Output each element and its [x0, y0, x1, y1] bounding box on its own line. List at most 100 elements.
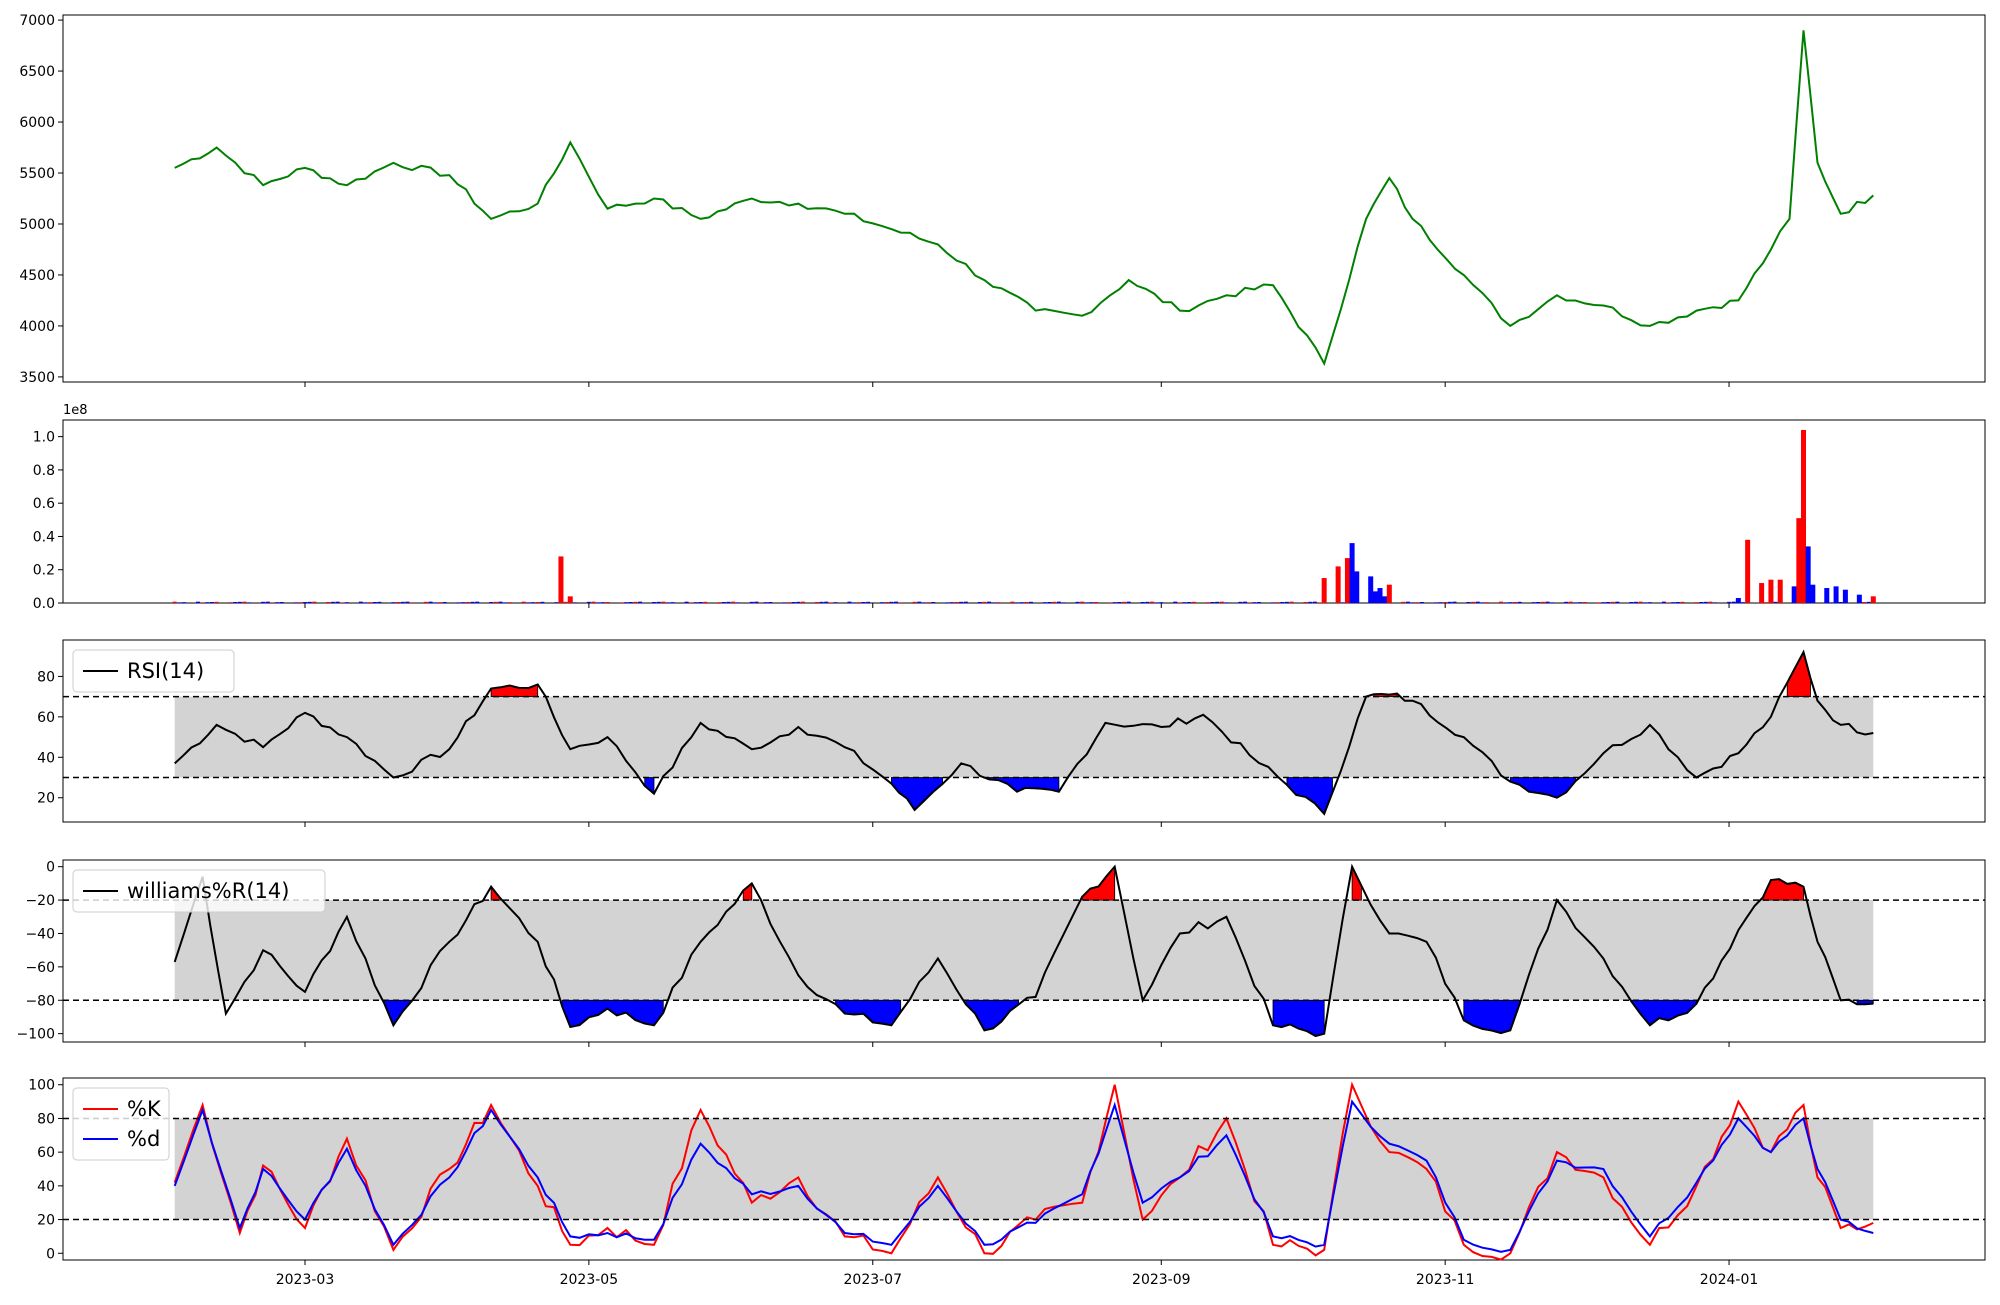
volume-bar: [1344, 558, 1350, 603]
volume-bar: [1275, 602, 1280, 603]
volume-bar: [1842, 589, 1848, 603]
volume-bar: [1042, 602, 1047, 603]
volume-bar: [656, 601, 661, 603]
volume-bar: [1024, 602, 1029, 603]
volume-bar: [1438, 602, 1443, 603]
price-ytick-label: 5500: [19, 166, 55, 182]
volume-bar: [819, 601, 824, 603]
volume-ytick-label: 0.8: [33, 463, 55, 479]
volume-bar: [1703, 601, 1708, 603]
williams-ytick-label: −40: [25, 926, 55, 942]
volume-bar: [1117, 602, 1122, 603]
volume-bar: [298, 602, 303, 603]
volume-bar: [949, 602, 954, 603]
volume-bar: [1638, 601, 1643, 603]
volume-bar: [1238, 601, 1243, 603]
volume-bar: [1866, 601, 1871, 603]
volume-bar: [563, 601, 568, 603]
volume-bar: [1372, 591, 1378, 603]
volume-bar: [1149, 601, 1154, 603]
volume-bar: [1108, 602, 1113, 603]
volume-bar: [591, 601, 596, 603]
volume-bar: [1415, 602, 1420, 603]
volume-bar: [507, 602, 512, 603]
volume-bar: [1219, 601, 1224, 603]
volume-bar: [1480, 602, 1485, 603]
volume-bar: [1731, 601, 1736, 603]
volume-bar: [237, 601, 242, 603]
volume-bar: [1075, 601, 1080, 603]
williams-oversold-fill: [1272, 999, 1325, 1037]
volume-bar: [1791, 586, 1797, 603]
volume-bar: [558, 556, 564, 603]
volume-bar: [567, 596, 573, 603]
volume-bar: [749, 601, 754, 603]
volume-bar: [377, 601, 382, 603]
williams-oversold-fill: [965, 999, 1019, 1031]
volume-bar: [363, 602, 368, 603]
volume-bar: [1047, 602, 1052, 603]
volume-bar: [1503, 602, 1508, 603]
volume-bar: [661, 601, 666, 603]
volume-bar: [596, 602, 601, 603]
volume-bar: [531, 602, 536, 603]
volume-bar: [261, 601, 266, 603]
volume-ytick-label: 0.0: [33, 596, 55, 612]
volume-bar: [1159, 602, 1164, 603]
volume-bar: [1601, 602, 1606, 603]
volume-bar: [1829, 602, 1834, 603]
volume-bar: [1312, 601, 1317, 603]
volume-ytick-label: 0.4: [33, 529, 55, 545]
volume-bar: [1629, 602, 1634, 603]
x-axis-tick-label: 2023-03: [276, 1272, 335, 1288]
volume-bar: [852, 602, 857, 603]
volume-bar: [759, 602, 764, 603]
volume-bar: [1377, 588, 1383, 603]
volume-bar: [1084, 602, 1089, 603]
volume-bar: [721, 602, 726, 603]
volume-bar: [689, 602, 694, 603]
rsi-ytick-label: 20: [37, 791, 55, 807]
volume-bar: [665, 602, 670, 603]
williams-legend: [72, 869, 326, 913]
volume-bar: [586, 601, 591, 603]
volume-bar: [391, 602, 396, 603]
williams-band: [174, 900, 1874, 1001]
volume-bar: [1606, 602, 1611, 603]
volume-bar: [358, 601, 363, 603]
volume-bar: [1112, 602, 1117, 603]
volume-bar: [1349, 543, 1355, 603]
stochastic-ytick-label: 80: [37, 1111, 55, 1127]
williams-ytick-label: −20: [25, 893, 55, 909]
price-ytick-label: 6000: [19, 115, 55, 131]
volume-bar: [633, 601, 638, 603]
price-panel-frame: [62, 14, 1986, 383]
volume-bar: [1145, 601, 1150, 603]
volume-bar: [526, 602, 531, 603]
volume-bar: [1382, 596, 1388, 603]
volume-bar: [307, 601, 312, 603]
volume-bar: [684, 601, 689, 603]
volume-bar: [493, 601, 498, 603]
volume-bar: [1405, 601, 1410, 603]
volume-bar: [1759, 583, 1765, 603]
stochastic-legend: [72, 1087, 170, 1161]
volume-bar: [917, 601, 922, 603]
rsi-ytick-label: 60: [37, 710, 55, 726]
stochastic-ytick-label: 20: [37, 1213, 55, 1229]
volume-bar: [428, 601, 433, 603]
volume-bar: [1354, 571, 1360, 603]
volume-bar: [963, 601, 968, 603]
volume-bar: [1727, 601, 1732, 603]
volume-bar: [726, 601, 731, 603]
williams-ytick-label: −60: [25, 960, 55, 976]
volume-bar: [470, 601, 475, 603]
volume-bar: [1270, 602, 1275, 603]
volume-bar: [1368, 576, 1374, 603]
volume-bar: [396, 602, 401, 603]
x-axis-tick-label: 2023-11: [1416, 1272, 1475, 1288]
volume-bar: [1768, 579, 1774, 603]
volume-bar: [861, 602, 866, 603]
volume-panel-frame: [62, 419, 1986, 604]
